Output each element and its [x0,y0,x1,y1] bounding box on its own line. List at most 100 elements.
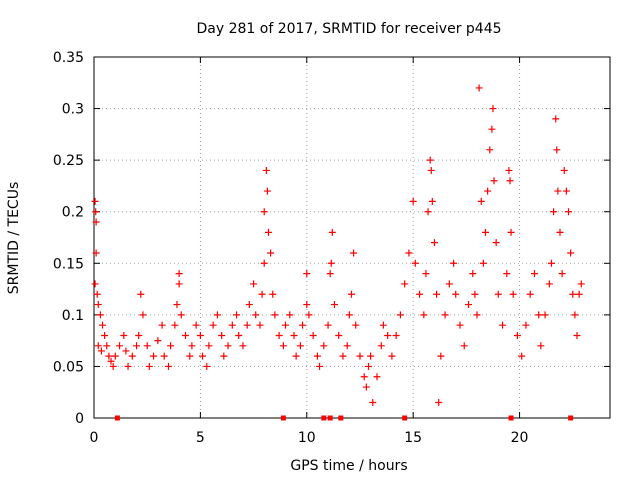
data-point [262,166,270,174]
data-point [158,321,166,329]
data-point [345,311,353,319]
data-point [367,352,375,360]
data-point [177,311,185,319]
data-point [577,280,585,288]
data-point [282,321,290,329]
data-point [530,270,538,278]
data-point [571,311,579,319]
baseline-marker [327,415,333,421]
baseline-marker [402,415,408,421]
data-point [133,342,141,350]
data-point [373,373,381,381]
y-tick-label: 0.35 [53,50,84,66]
data-point [233,311,241,319]
data-point [565,208,573,216]
data-point [286,311,294,319]
data-point [303,301,311,309]
data-point [505,166,513,174]
data-point [167,342,175,350]
data-point [352,321,360,329]
data-point [135,331,143,339]
data-point [573,331,581,339]
data-point [96,311,104,319]
data-point [445,280,453,288]
data-point [552,115,560,123]
data-point [92,218,100,226]
data-point [554,187,562,195]
data-point [199,352,207,360]
data-point [128,352,136,360]
data-point [218,331,226,339]
data-point [486,146,494,154]
data-point [260,259,268,267]
data-point [109,362,117,370]
baseline-marker [338,415,344,421]
data-point [220,352,228,360]
data-point [269,290,277,298]
data-point [396,311,404,319]
data-point [401,280,409,288]
data-point [428,197,436,205]
data-point [305,311,313,319]
baseline-marker [321,415,327,421]
data-point [452,290,460,298]
data-point [171,321,179,329]
data-point [92,249,100,257]
data-point [160,352,168,360]
data-point [173,301,181,309]
data-point [473,311,481,319]
data-point [450,259,458,267]
data-point [464,301,472,309]
data-point [263,187,271,195]
data-point [424,208,432,216]
data-point [145,362,153,370]
data-point [271,311,279,319]
data-point [435,399,443,407]
data-point [203,362,211,370]
data-point [488,125,496,133]
data-point [154,337,162,345]
data-point [567,249,575,257]
baseline-marker [280,415,286,421]
y-tick-label: 0 [75,411,84,427]
data-point [422,270,430,278]
data-point [405,249,413,257]
data-point [494,290,502,298]
ticks-layer: 0 0.05 0.1 0.15 0.2 0.25 0.3 0.35 0 5 10 15 20 [53,50,610,446]
grid-layer [94,57,610,418]
data-point [575,290,583,298]
x-tick-label: 15 [404,430,422,446]
data-point [213,311,221,319]
data-point [296,342,304,350]
data-point [362,383,370,391]
data-point [264,228,272,236]
data-point [507,228,515,236]
data-point [469,270,477,278]
data-point [245,301,253,309]
data-point [550,208,558,216]
data-point [326,270,334,278]
data-point [292,352,300,360]
data-point [91,280,99,288]
data-point [392,331,400,339]
data-point [503,270,511,278]
data-point [258,290,266,298]
data-point [339,352,347,360]
data-point [343,342,351,350]
data-point [562,187,570,195]
data-point [94,342,102,350]
data-point [107,357,115,365]
data-point [411,259,419,267]
data-point [356,352,364,360]
data-point [164,362,172,370]
data-point [181,331,189,339]
chart-title: Day 281 of 2017, SRMTID for receiver p44… [196,21,501,37]
data-point [192,321,200,329]
data-point [541,311,549,319]
baseline-marker [114,415,120,421]
data-point [150,352,158,360]
data-point [506,177,514,185]
data-point [91,197,99,205]
data-point [330,301,338,309]
data-point [347,290,355,298]
